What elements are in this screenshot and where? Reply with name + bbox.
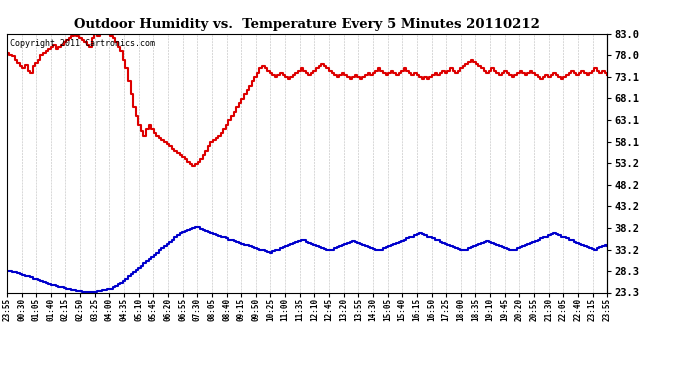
Title: Outdoor Humidity vs.  Temperature Every 5 Minutes 20110212: Outdoor Humidity vs. Temperature Every 5… xyxy=(74,18,540,31)
Text: Copyright 2011 Cartronics.com: Copyright 2011 Cartronics.com xyxy=(10,39,155,48)
